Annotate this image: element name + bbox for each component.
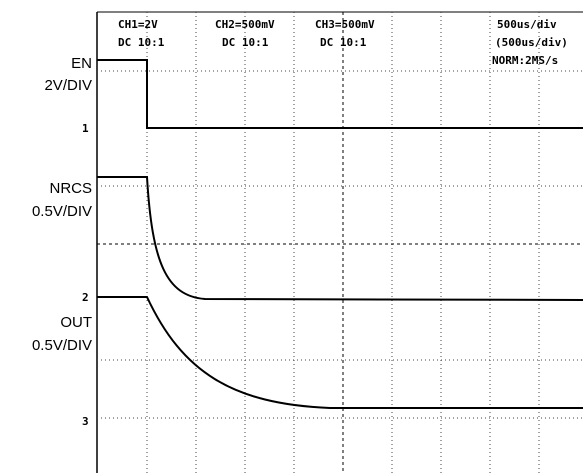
ground-marker: 1 <box>82 122 89 135</box>
ch1-scale: CH1=2V <box>118 18 158 31</box>
ch2-scale: CH2=500mV <box>215 18 275 31</box>
header: CH1=2V DC 10:1 CH2=500mV DC 10:1 CH3=500… <box>118 18 568 67</box>
ch1-coupling: DC 10:1 <box>118 36 165 49</box>
ch3-scale: CH3=500mV <box>315 18 375 31</box>
grid <box>97 12 583 473</box>
screen <box>96 11 583 473</box>
channel-labels: EN 2V/DIV 1 NRCS 0.5V/DIV 2 OUT 0.5V/DIV… <box>32 55 92 428</box>
ground-marker: 2 <box>82 291 89 304</box>
ch3-coupling: DC 10:1 <box>320 36 367 49</box>
sampling: NORM:2MS/s <box>492 54 558 67</box>
channel-name: NRCS <box>49 180 92 197</box>
ch2-coupling: DC 10:1 <box>222 36 269 49</box>
out-waveform <box>97 296 583 409</box>
channel-name: EN <box>71 55 92 72</box>
channel-name: OUT <box>60 314 92 331</box>
timebase-secondary: (500us/div) <box>495 36 568 49</box>
en-waveform <box>97 59 583 129</box>
timebase: 500us/div <box>497 18 557 31</box>
channel-scale: 0.5V/DIV <box>32 337 92 354</box>
ground-marker: 3 <box>82 415 89 428</box>
nrcs-waveform <box>97 176 583 301</box>
channel-scale: 2V/DIV <box>44 77 92 94</box>
channel-scale: 0.5V/DIV <box>32 203 92 220</box>
